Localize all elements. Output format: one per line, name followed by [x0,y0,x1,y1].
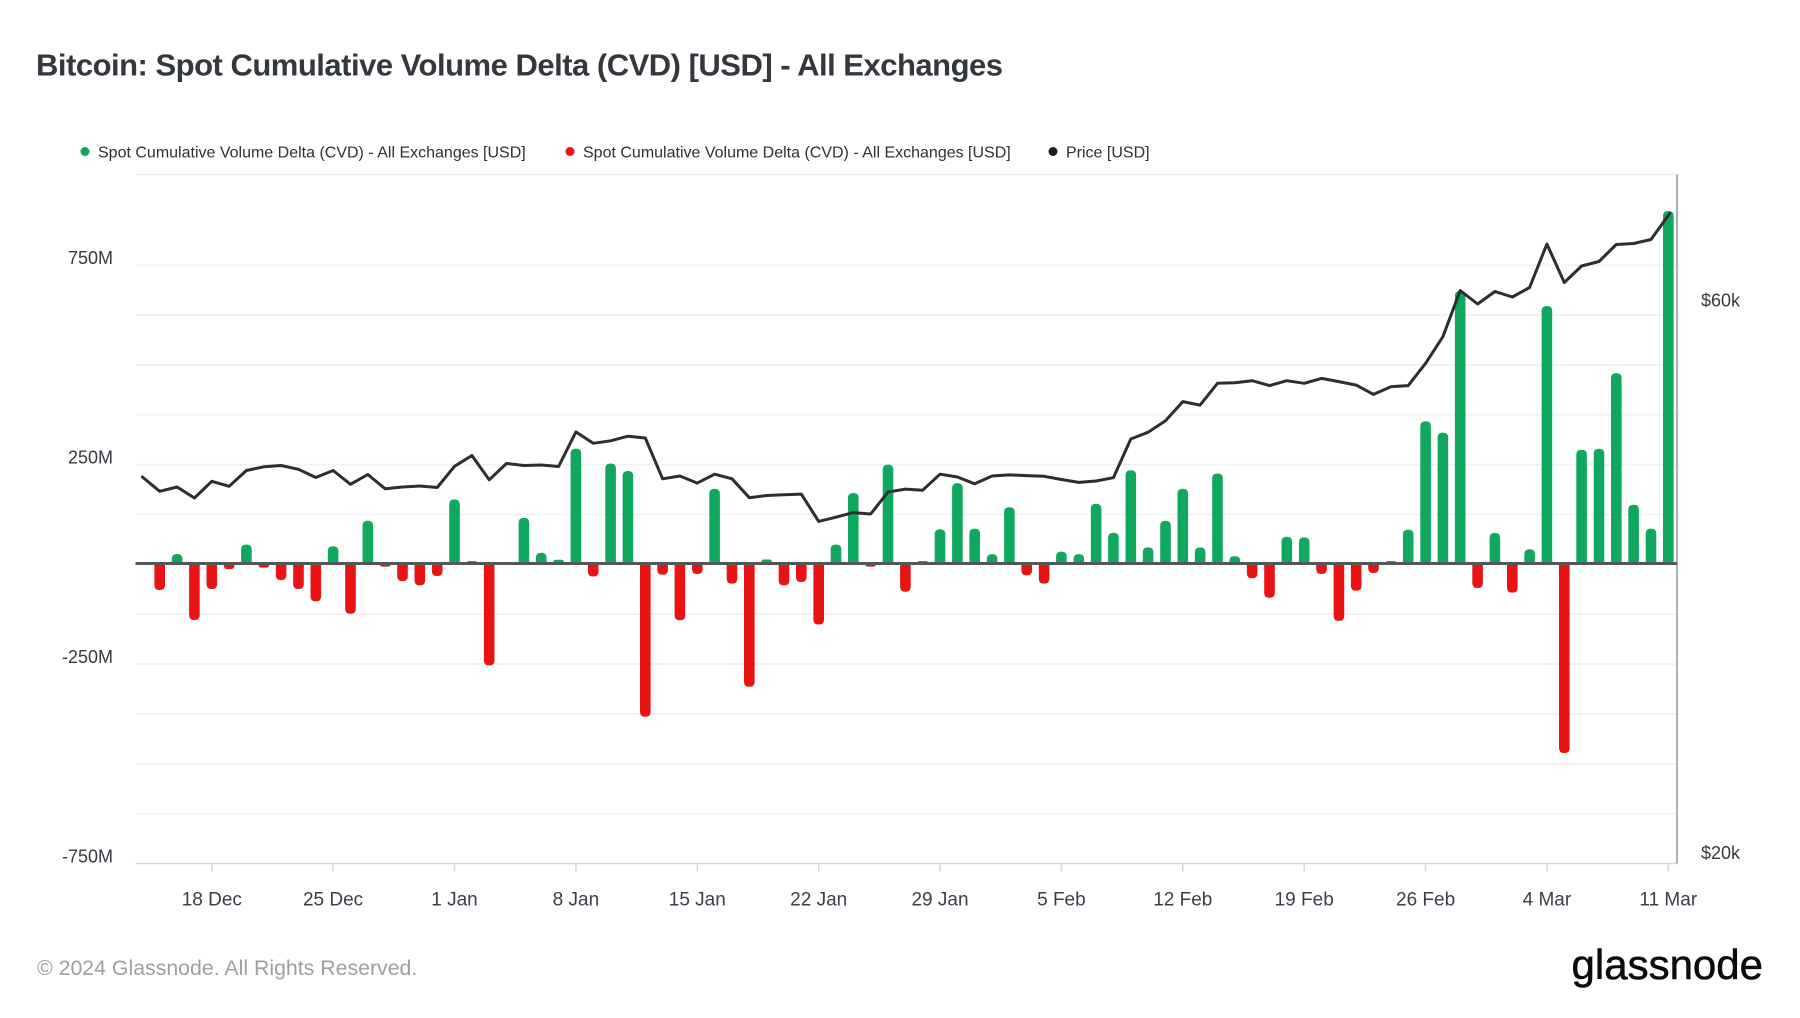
svg-text:11 Mar: 11 Mar [1639,889,1697,910]
svg-text:19 Feb: 19 Feb [1275,889,1334,910]
svg-text:Bitcoin: Spot Cumulative Volum: Bitcoin: Spot Cumulative Volume Delta (C… [36,48,1003,83]
svg-text:$60k: $60k [1701,290,1741,310]
svg-text:glassnode: glassnode [1572,941,1763,988]
svg-text:18 Dec: 18 Dec [182,889,242,910]
svg-text:22 Jan: 22 Jan [790,889,847,910]
svg-text:$20k: $20k [1701,843,1741,863]
svg-text:Price [USD]: Price [USD] [1066,144,1150,161]
svg-text:-250M: -250M [62,647,113,667]
svg-text:5 Feb: 5 Feb [1037,889,1086,910]
svg-text:15 Jan: 15 Jan [669,889,726,910]
svg-text:12 Feb: 12 Feb [1153,889,1212,910]
svg-text:4 Mar: 4 Mar [1523,889,1572,910]
svg-text:750M: 750M [68,248,113,268]
svg-text:Spot Cumulative Volume Delta (: Spot Cumulative Volume Delta (CVD) - All… [583,144,1011,161]
svg-text:25 Dec: 25 Dec [303,889,363,910]
svg-text:8 Jan: 8 Jan [553,889,599,910]
svg-text:-750M: -750M [62,847,113,867]
svg-text:1 Jan: 1 Jan [431,889,477,910]
svg-text:29 Jan: 29 Jan [911,889,968,910]
svg-text:26 Feb: 26 Feb [1396,889,1455,910]
svg-text:© 2024 Glassnode. All Rights R: © 2024 Glassnode. All Rights Reserved. [37,956,417,980]
svg-text:Spot Cumulative Volume Delta (: Spot Cumulative Volume Delta (CVD) - All… [98,144,526,161]
svg-text:250M: 250M [68,448,113,468]
